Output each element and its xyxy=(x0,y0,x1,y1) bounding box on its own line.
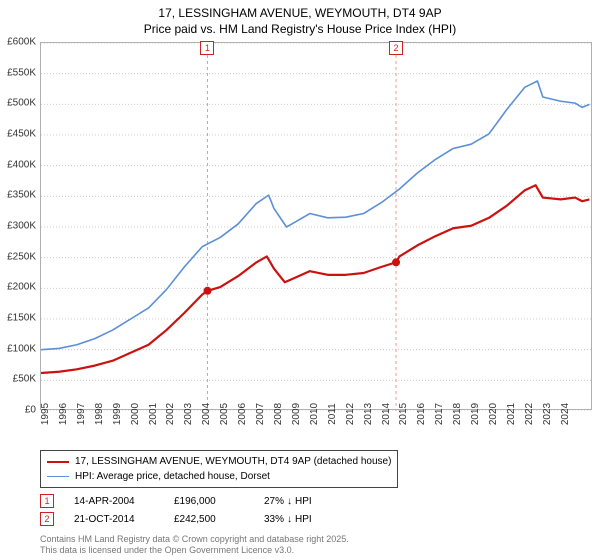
sale-marker-flag: 2 xyxy=(389,41,403,55)
x-tick-label: 2022 xyxy=(524,403,535,425)
x-tick-label: 2001 xyxy=(148,403,159,425)
y-tick-label: £300K xyxy=(7,221,36,232)
sale-price: £242,500 xyxy=(174,514,244,525)
legend: 17, LESSINGHAM AVENUE, WEYMOUTH, DT4 9AP… xyxy=(40,450,398,488)
x-tick-label: 2014 xyxy=(381,403,392,425)
footer-line2: This data is licensed under the Open Gov… xyxy=(40,545,349,556)
x-tick-label: 2000 xyxy=(130,403,141,425)
legend-label: HPI: Average price, detached house, Dors… xyxy=(75,469,270,484)
y-tick-label: £100K xyxy=(7,343,36,354)
y-tick-label: £600K xyxy=(7,37,36,48)
sale-row-1: 1 14-APR-2004 £196,000 27% ↓ HPI xyxy=(40,494,312,508)
x-tick-label: 1995 xyxy=(40,403,51,425)
x-tick-label: 2021 xyxy=(506,403,517,425)
sale-hpi-diff: 33% ↓ HPI xyxy=(264,514,312,525)
x-tick-label: 1996 xyxy=(58,403,69,425)
x-tick-label: 2004 xyxy=(201,403,212,425)
plot-svg xyxy=(41,43,593,411)
legend-swatch xyxy=(47,476,69,477)
y-tick-label: £500K xyxy=(7,98,36,109)
x-tick-label: 1998 xyxy=(94,403,105,425)
footer-line1: Contains HM Land Registry data © Crown c… xyxy=(40,534,349,545)
x-tick-label: 2012 xyxy=(345,403,356,425)
x-tick-label: 2003 xyxy=(183,403,194,425)
y-tick-label: £0 xyxy=(25,405,36,416)
y-tick-label: £50K xyxy=(13,374,36,385)
x-tick-label: 2011 xyxy=(327,403,338,425)
x-tick-label: 2020 xyxy=(488,403,499,425)
sale-marker-flag: 1 xyxy=(200,41,214,55)
title-subtitle: Price paid vs. HM Land Registry's House … xyxy=(0,22,600,38)
plot-area: 12 xyxy=(40,42,592,410)
y-tick-label: £350K xyxy=(7,190,36,201)
footer-note: Contains HM Land Registry data © Crown c… xyxy=(40,534,349,556)
y-tick-label: £250K xyxy=(7,251,36,262)
x-tick-label: 2015 xyxy=(398,403,409,425)
x-tick-label: 2019 xyxy=(470,403,481,425)
sale-row-2: 2 21-OCT-2014 £242,500 33% ↓ HPI xyxy=(40,512,312,526)
x-tick-label: 2013 xyxy=(363,403,374,425)
sale-hpi-diff: 27% ↓ HPI xyxy=(264,496,312,507)
legend-item-property: 17, LESSINGHAM AVENUE, WEYMOUTH, DT4 9AP… xyxy=(47,454,391,469)
sale-date: 14-APR-2004 xyxy=(74,496,154,507)
sale-marker-badge: 2 xyxy=(40,512,54,526)
x-tick-label: 2002 xyxy=(165,403,176,425)
y-tick-label: £550K xyxy=(7,67,36,78)
legend-label: 17, LESSINGHAM AVENUE, WEYMOUTH, DT4 9AP… xyxy=(75,454,391,469)
title-address: 17, LESSINGHAM AVENUE, WEYMOUTH, DT4 9AP xyxy=(0,6,600,22)
x-tick-label: 2024 xyxy=(560,403,571,425)
down-arrow-icon: ↓ xyxy=(287,514,292,525)
x-tick-label: 1999 xyxy=(112,403,123,425)
y-tick-label: £200K xyxy=(7,282,36,293)
x-tick-label: 1997 xyxy=(76,403,87,425)
legend-item-hpi: HPI: Average price, detached house, Dors… xyxy=(47,469,391,484)
sale-marker-badge: 1 xyxy=(40,494,54,508)
x-tick-label: 2023 xyxy=(542,403,553,425)
x-tick-label: 2009 xyxy=(291,403,302,425)
x-tick-label: 2016 xyxy=(416,403,427,425)
legend-swatch xyxy=(47,461,69,463)
x-tick-label: 2018 xyxy=(452,403,463,425)
y-tick-label: £450K xyxy=(7,129,36,140)
x-tick-label: 2017 xyxy=(434,403,445,425)
y-tick-label: £400K xyxy=(7,159,36,170)
chart-container: 17, LESSINGHAM AVENUE, WEYMOUTH, DT4 9AP… xyxy=(0,0,600,560)
x-tick-label: 2007 xyxy=(255,403,266,425)
x-tick-label: 2005 xyxy=(219,403,230,425)
chart-title: 17, LESSINGHAM AVENUE, WEYMOUTH, DT4 9AP… xyxy=(0,0,600,37)
x-tick-label: 2006 xyxy=(237,403,248,425)
y-tick-label: £150K xyxy=(7,313,36,324)
sale-date: 21-OCT-2014 xyxy=(74,514,154,525)
x-tick-label: 2010 xyxy=(309,403,320,425)
x-tick-label: 2008 xyxy=(273,403,284,425)
down-arrow-icon: ↓ xyxy=(287,496,292,507)
sale-price: £196,000 xyxy=(174,496,244,507)
